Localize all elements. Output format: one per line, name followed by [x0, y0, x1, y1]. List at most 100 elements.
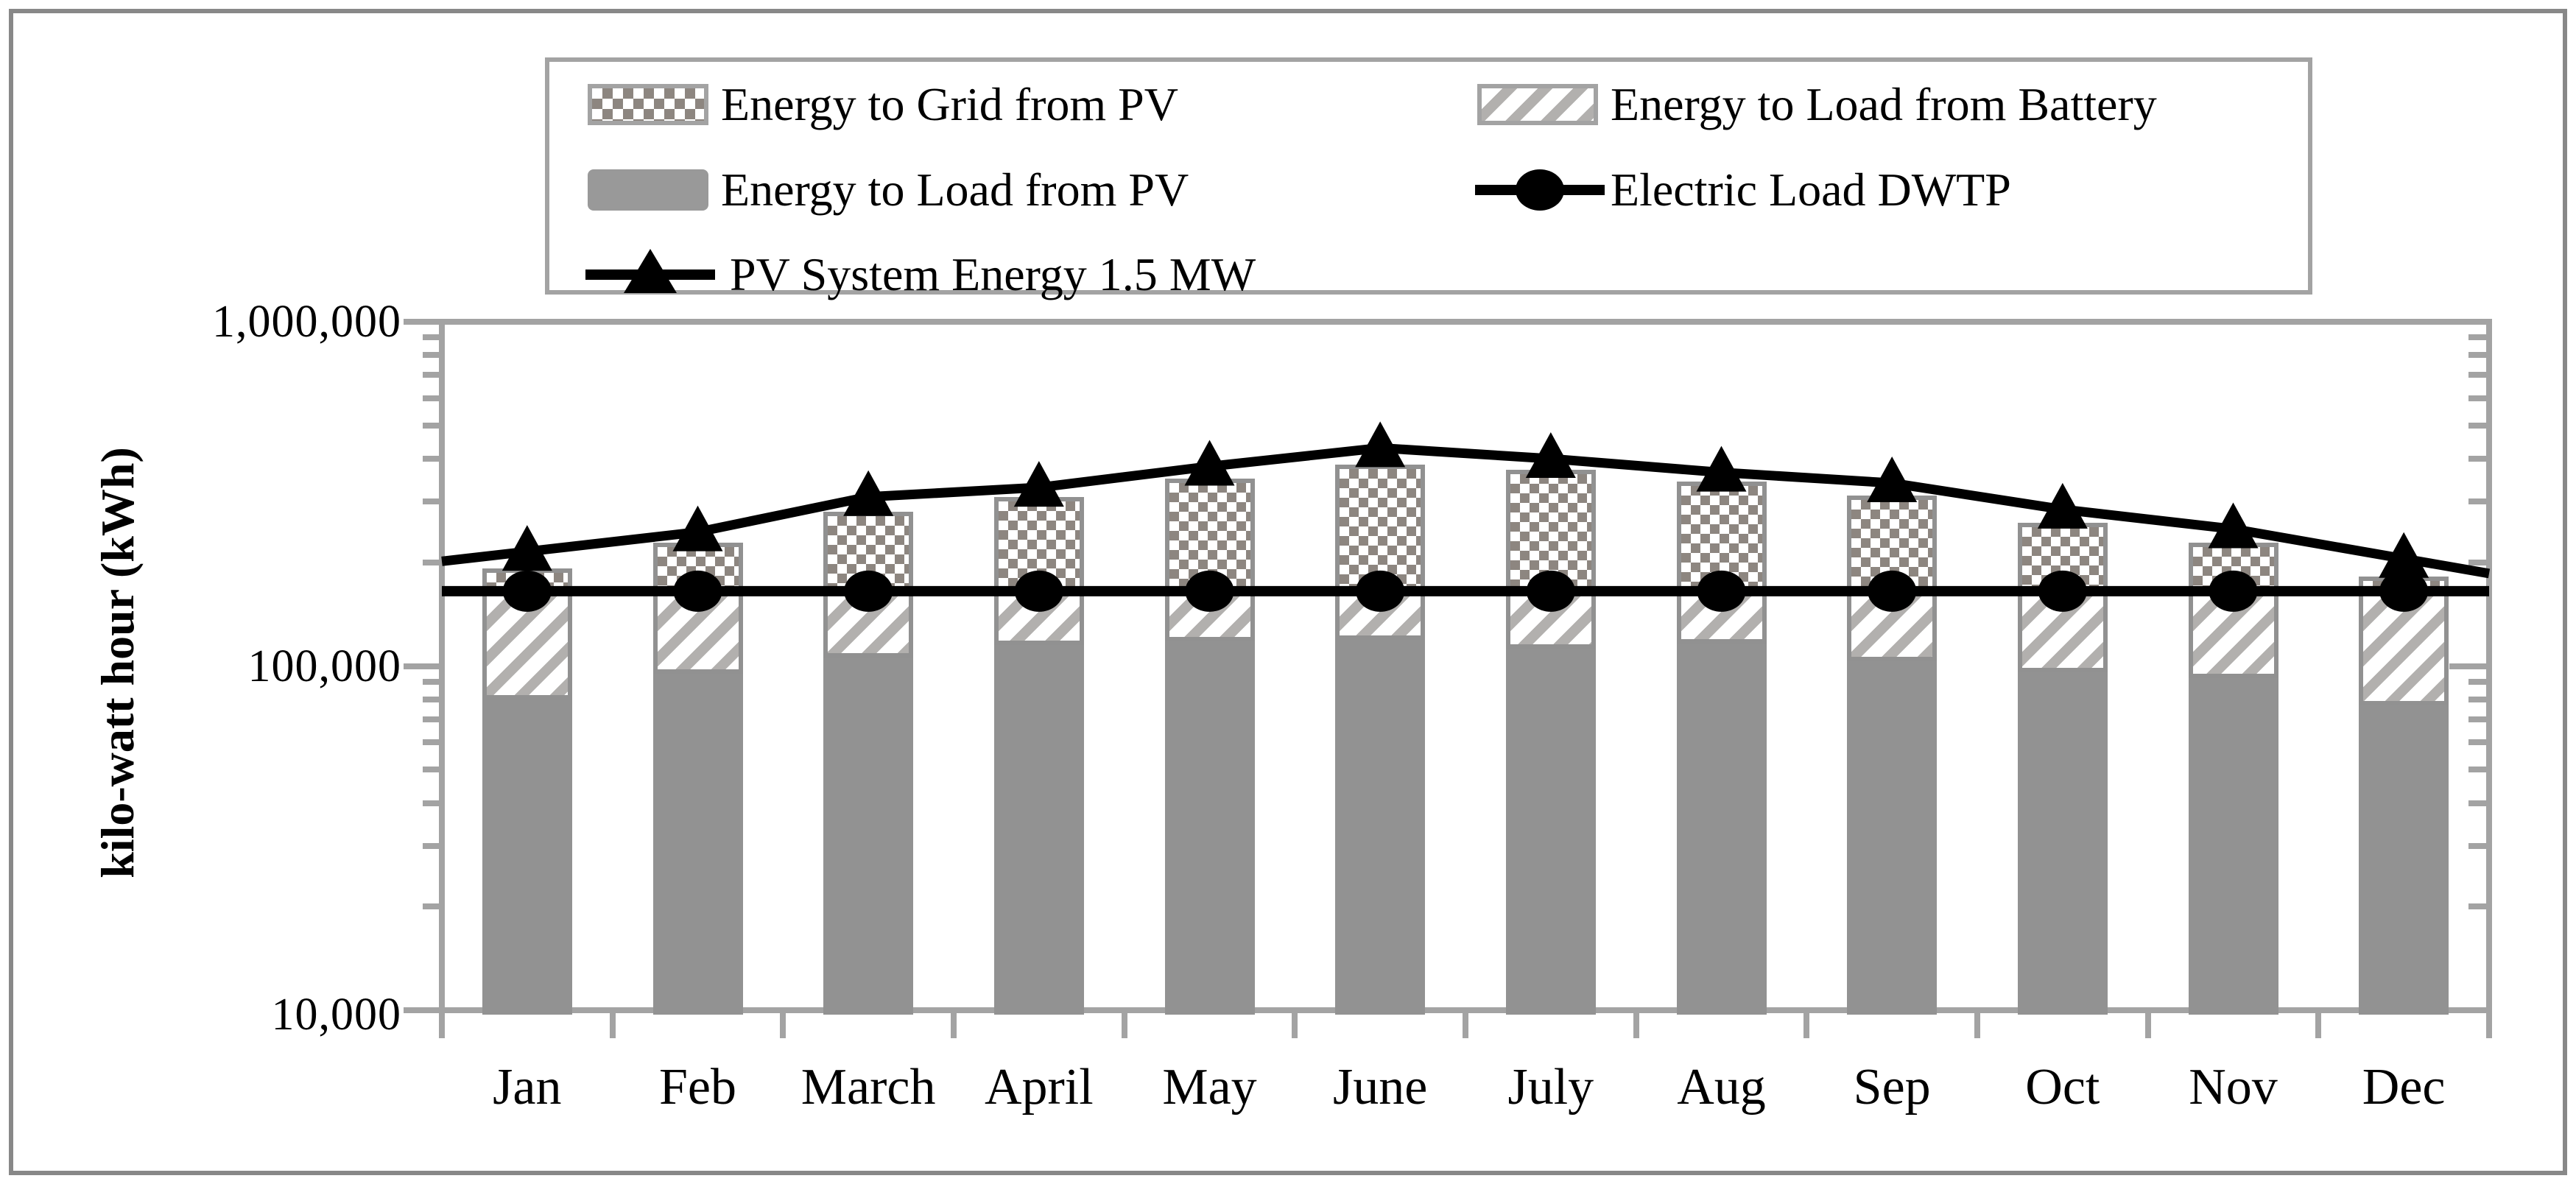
bar-segment-energy-to-load-from-battery: [1847, 591, 1938, 662]
y-tick-label-10000: 10,000: [271, 990, 401, 1040]
bar-segment-energy-to-grid-from-pv: [1335, 464, 1426, 591]
bar-segment-energy-to-load-from-battery: [2017, 591, 2108, 672]
x-tick: [2315, 1010, 2322, 1038]
y-minor-tick-right: [2468, 696, 2491, 702]
legend-swatch-load-from-pv-icon: [588, 169, 708, 211]
x-tick: [1292, 1010, 1298, 1038]
bar-segment-energy-to-load-from-pv: [2188, 678, 2278, 1015]
bar-segment-energy-to-load-from-battery: [993, 591, 1084, 646]
y-axis-line-right: [2486, 319, 2492, 1022]
y-minor-tick-right: [2468, 800, 2491, 806]
bar-segment-energy-to-load-from-battery: [2188, 591, 2278, 679]
y-minor-tick-left: [423, 767, 445, 773]
y-minor-tick-right: [2468, 903, 2491, 910]
x-category-label: Oct: [2025, 1059, 2100, 1116]
y-minor-tick-left: [423, 395, 445, 401]
bar-segment-energy-to-grid-from-pv: [1847, 496, 1938, 591]
x-tick: [1121, 1010, 1127, 1038]
bar-segment-energy-to-load-from-pv: [482, 699, 572, 1015]
y-minor-tick-left: [423, 372, 445, 378]
x-category-label: Aug: [1677, 1059, 1766, 1116]
x-category-label: Dec: [2362, 1059, 2446, 1116]
bar-segment-energy-to-grid-from-pv: [482, 568, 572, 591]
legend-electric-load-circle-icon: [1516, 169, 1564, 211]
y-minor-tick-right: [2468, 767, 2491, 773]
y-minor-tick-left: [423, 559, 445, 565]
legend-label-grid-from-pv: Energy to Grid from PV: [721, 78, 1178, 130]
y-axis-line-left: [439, 319, 445, 1038]
y-minor-tick-right: [2468, 395, 2491, 401]
bar-segment-energy-to-grid-from-pv: [1505, 469, 1596, 591]
y-minor-tick-left: [423, 334, 445, 341]
y-minor-tick-right: [2468, 372, 2491, 378]
y-tick-label-100000: 100,000: [247, 641, 401, 691]
y-minor-tick-right: [2468, 678, 2491, 685]
legend-swatch-load-from-battery-icon: [1477, 84, 1598, 125]
bar-segment-energy-to-load-from-battery: [1505, 591, 1596, 649]
y-major-tick-left: [404, 319, 445, 325]
legend-swatch-grid-from-pv-icon: [588, 84, 708, 125]
y-minor-tick-left: [423, 498, 445, 505]
y-minor-tick-left: [423, 678, 445, 685]
bar-segment-energy-to-load-from-battery: [482, 591, 572, 700]
bar-segment-energy-to-load-from-pv: [993, 645, 1084, 1015]
y-minor-tick-left: [423, 739, 445, 746]
bar-segment-energy-to-load-from-battery: [2359, 591, 2449, 705]
y-major-tick-left: [404, 663, 445, 669]
plot-top-border: [439, 319, 2492, 325]
x-tick: [951, 1010, 957, 1038]
bar-segment-energy-to-grid-from-pv: [823, 512, 914, 591]
bar-segment-energy-to-load-from-pv: [2359, 705, 2449, 1015]
y-minor-tick-right: [2468, 842, 2491, 849]
y-minor-tick-left: [423, 716, 445, 722]
bar-segment-energy-to-load-from-pv: [1676, 644, 1767, 1015]
x-category-label: May: [1162, 1059, 1257, 1116]
bar-segment-energy-to-grid-from-pv: [1164, 479, 1255, 591]
y-minor-tick-right: [2468, 422, 2491, 429]
y-minor-tick-left: [423, 800, 445, 806]
y-minor-tick-left: [423, 422, 445, 429]
y-minor-tick-left: [423, 696, 445, 702]
y-minor-tick-right: [2468, 498, 2491, 505]
figure-border: [9, 9, 2567, 1175]
x-category-label: April: [984, 1059, 1094, 1116]
bar-segment-energy-to-load-from-battery: [1335, 591, 1426, 641]
y-major-tick-right: [2449, 663, 2491, 669]
bar-segment-energy-to-grid-from-pv: [2188, 543, 2278, 591]
bar-segment-energy-to-load-from-battery: [652, 591, 743, 674]
y-major-tick-left: [404, 1007, 445, 1013]
y-minor-tick-right: [2468, 739, 2491, 746]
y-minor-tick-right: [2468, 456, 2491, 462]
y-axis-title: kilo-watt hour (kWh): [91, 447, 144, 878]
legend-box: Energy to Grid from PV Energy to Load fr…: [545, 57, 2312, 300]
legend-label-electric-load: Electric Load DWTP: [1611, 163, 2011, 216]
y-minor-tick-left: [423, 842, 445, 849]
x-category-label: Feb: [659, 1059, 736, 1116]
y-minor-tick-right: [2468, 352, 2491, 359]
x-category-label: Jan: [493, 1059, 562, 1116]
x-tick: [439, 1010, 445, 1038]
bar-segment-energy-to-grid-from-pv: [652, 543, 743, 591]
bar-segment-energy-to-load-from-battery: [823, 591, 914, 658]
y-minor-tick-right: [2468, 559, 2491, 565]
bar-segment-energy-to-load-from-pv: [1847, 661, 1938, 1015]
legend-label-load-from-pv: Energy to Load from PV: [721, 163, 1189, 216]
x-category-label: Sep: [1853, 1059, 1931, 1116]
legend-label-pv-system: PV System Energy 1.5 MW: [730, 248, 1256, 300]
bar-segment-energy-to-load-from-battery: [1164, 591, 1255, 641]
x-tick: [1633, 1010, 1639, 1038]
bar-segment-energy-to-load-from-pv: [1505, 649, 1596, 1015]
x-tick: [1974, 1010, 1980, 1038]
x-category-label: July: [1507, 1059, 1594, 1116]
bar-segment-energy-to-grid-from-pv: [2359, 576, 2449, 591]
y-minor-tick-left: [423, 903, 445, 910]
x-tick: [780, 1010, 786, 1038]
bar-segment-energy-to-load-from-pv: [1164, 641, 1255, 1015]
y-major-tick-right: [2449, 1007, 2491, 1013]
bar-segment-energy-to-load-from-pv: [2017, 672, 2108, 1015]
y-tick-label-1000000: 1,000,000: [212, 297, 401, 347]
x-tick: [2144, 1010, 2151, 1038]
x-category-label: June: [1333, 1059, 1428, 1116]
x-tick: [2486, 1010, 2492, 1038]
